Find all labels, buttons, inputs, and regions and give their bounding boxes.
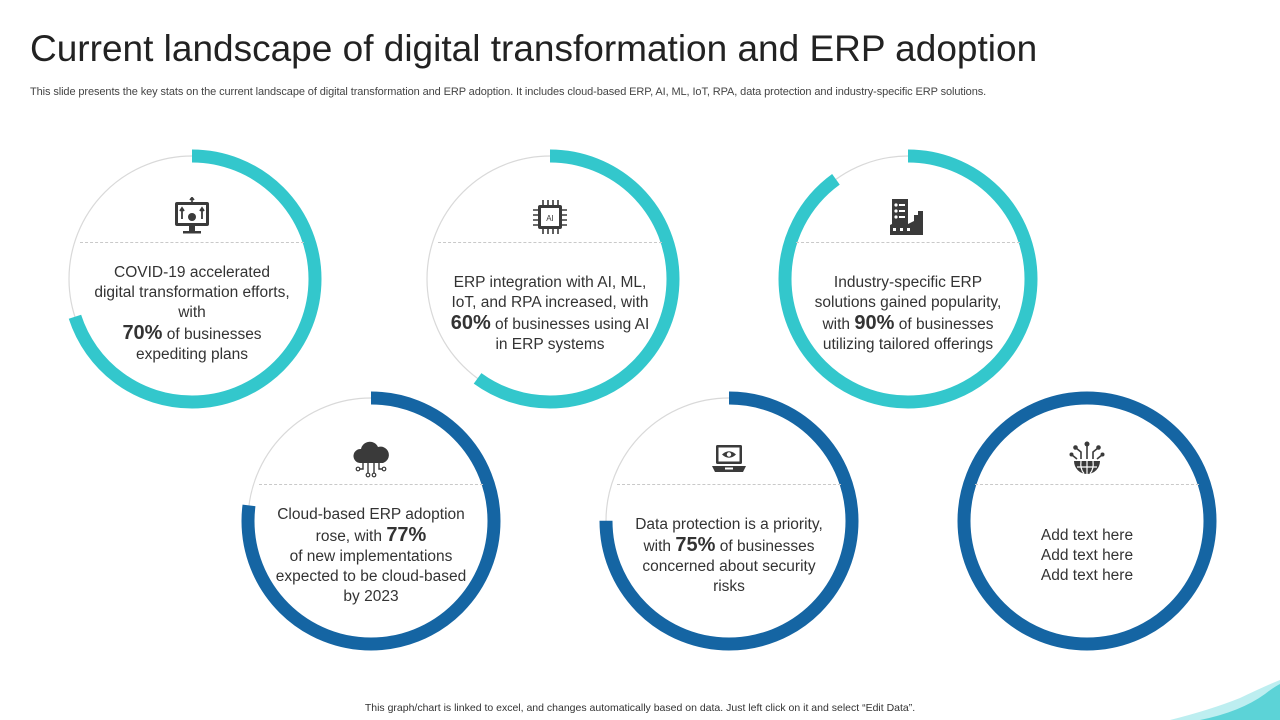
stat-percentage: 77% [386, 524, 427, 546]
footer-note: This graph/chart is linked to excel, and… [364, 702, 916, 714]
stat-text: Data protection is a priority, with 75% … [635, 516, 823, 595]
stat-text: Add text here Add text here Add text here [987, 491, 1187, 621]
progress-ring [420, 149, 680, 409]
stat-text: COVID-19 accelerated digital transformat… [94, 264, 290, 363]
stat-text: Cloud-based ERP adoption rose, with 77% o… [275, 506, 467, 605]
progress-ring [62, 149, 322, 409]
placeholder-line: Add text here [1040, 547, 1134, 564]
corner-wave-decoration [1170, 680, 1280, 720]
stat-percentage: 75% [675, 534, 716, 556]
laptop-eye-icon [709, 439, 749, 479]
ring-value-arc [241, 391, 501, 651]
stat-percentage: 90% [854, 312, 895, 334]
stat-percentage: 60% [450, 312, 491, 334]
stat-card-placeholder: Add text here Add text here Add text here [957, 391, 1217, 651]
progress-ring [778, 149, 1038, 409]
divider [80, 242, 304, 243]
stat-text: ERP integration with AI, ML, IoT, and RP… [450, 274, 650, 353]
stat-text: Industry-specific ERP solutions gained p… [814, 274, 1002, 353]
monitor-upload-icon [172, 196, 212, 237]
page-title: Current landscape of digital transformat… [30, 28, 1038, 69]
progress-ring [599, 391, 859, 651]
divider [617, 484, 841, 485]
stat-card-covid: COVID-19 accelerated digital transformat… [62, 149, 322, 409]
ai-chip-icon: AI [530, 197, 570, 237]
progress-ring [957, 391, 1217, 651]
stat-card-industry-erp: Industry-specific ERP solutions gained p… [778, 149, 1038, 409]
divider [259, 484, 483, 485]
ring-value-arc [599, 391, 859, 651]
globe-network-icon [1067, 439, 1107, 479]
page-subtitle: This slide presents the key stats on the… [30, 86, 987, 98]
divider [796, 242, 1020, 243]
progress-ring [241, 391, 501, 651]
ring-value-arc [62, 149, 322, 409]
divider [438, 242, 662, 243]
factory-checklist-icon [888, 197, 928, 237]
svg-text:AI: AI [546, 214, 554, 223]
stat-card-data-protection: Data protection is a priority, with 75% … [599, 391, 859, 651]
cloud-network-icon [351, 439, 391, 479]
stat-card-ai-integration: AI ERP integration with AI, ML, IoT, and… [420, 149, 680, 409]
placeholder-line: Add text here [1040, 567, 1134, 584]
stat-card-cloud-erp: Cloud-based ERP adoption rose, with 77% o… [241, 391, 501, 651]
placeholder-line: Add text here [1040, 527, 1134, 544]
ring-value-arc [778, 149, 1038, 409]
divider [975, 484, 1199, 485]
ring-value-arc [957, 391, 1217, 651]
ring-value-arc [420, 149, 680, 409]
stat-percentage: 70% [122, 322, 163, 344]
